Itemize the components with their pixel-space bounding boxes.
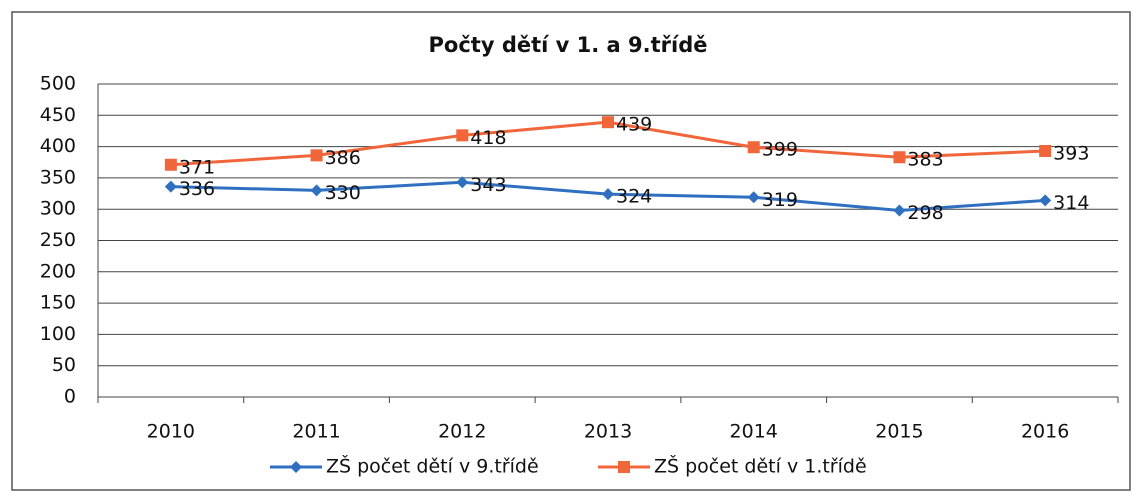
x-tick-label: 2011 bbox=[292, 421, 340, 443]
data-point bbox=[310, 184, 323, 197]
x-tick-label: 2013 bbox=[584, 421, 632, 443]
legend-marker bbox=[290, 461, 302, 473]
data-label: 399 bbox=[762, 139, 798, 161]
x-tick-label: 2010 bbox=[147, 421, 195, 443]
x-tick-label: 2015 bbox=[875, 421, 923, 443]
y-tick-label: 150 bbox=[40, 292, 76, 314]
y-tick-label: 50 bbox=[52, 354, 76, 376]
data-label: 336 bbox=[179, 178, 215, 200]
y-tick-label: 0 bbox=[64, 386, 76, 408]
chart-border bbox=[11, 11, 1131, 491]
data-label: 330 bbox=[325, 182, 361, 204]
data-point bbox=[456, 176, 469, 189]
y-tick-label: 500 bbox=[40, 73, 76, 95]
data-point bbox=[1039, 144, 1052, 157]
legend-marker bbox=[618, 461, 630, 473]
data-point bbox=[1039, 194, 1052, 207]
data-point bbox=[602, 188, 614, 201]
y-tick-label: 250 bbox=[40, 229, 76, 251]
data-label: 393 bbox=[1053, 142, 1089, 164]
x-tick-label: 2016 bbox=[1021, 421, 1069, 443]
y-tick-label: 100 bbox=[40, 323, 76, 345]
data-label: 314 bbox=[1053, 192, 1089, 214]
data-label: 324 bbox=[616, 186, 652, 208]
x-tick-label: 2012 bbox=[438, 421, 486, 443]
legend-label: ZŠ počet dětí v 1.třídě bbox=[654, 454, 867, 478]
y-tick-label: 350 bbox=[40, 166, 76, 188]
data-label: 383 bbox=[907, 149, 943, 171]
data-point bbox=[893, 204, 906, 217]
data-point bbox=[747, 141, 760, 154]
data-label: 298 bbox=[907, 202, 943, 224]
data-label: 439 bbox=[616, 114, 652, 136]
data-label: 343 bbox=[470, 174, 506, 196]
data-point bbox=[456, 129, 469, 142]
y-tick-label: 450 bbox=[40, 104, 76, 126]
data-point bbox=[602, 116, 614, 129]
data-point bbox=[310, 149, 323, 162]
legend-label: ZŠ počet dětí v 9.třídě bbox=[326, 454, 539, 478]
data-label: 371 bbox=[179, 156, 215, 178]
data-label: 386 bbox=[325, 147, 361, 169]
data-label: 319 bbox=[762, 189, 798, 211]
data-label: 418 bbox=[470, 127, 506, 149]
data-point bbox=[893, 151, 906, 164]
y-tick-label: 400 bbox=[40, 135, 76, 157]
data-point bbox=[164, 180, 177, 193]
data-point bbox=[164, 158, 177, 171]
data-point bbox=[747, 191, 760, 204]
chart-title: Počty dětí v 1. a 9.třídě bbox=[429, 33, 708, 57]
y-tick-label: 300 bbox=[40, 198, 76, 220]
y-tick-label: 200 bbox=[40, 260, 76, 282]
x-tick-label: 2014 bbox=[730, 421, 778, 443]
